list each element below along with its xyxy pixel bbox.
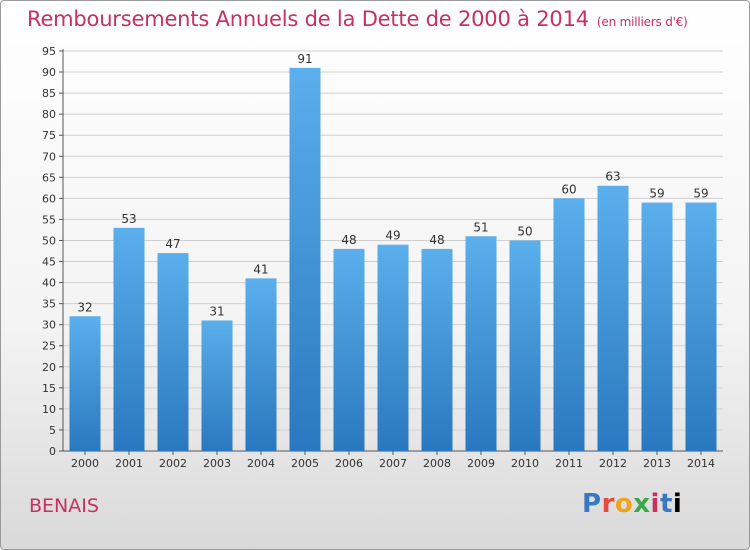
y-tick-label: 55 bbox=[42, 213, 56, 226]
bar bbox=[69, 316, 101, 451]
y-tick-label: 15 bbox=[42, 382, 56, 395]
x-tick-label: 2004 bbox=[247, 457, 275, 470]
y-tick-label: 30 bbox=[42, 319, 56, 332]
x-tick-label: 2005 bbox=[291, 457, 319, 470]
y-tick-label: 5 bbox=[49, 424, 56, 437]
bar bbox=[509, 240, 541, 451]
x-tick-label: 2001 bbox=[115, 457, 143, 470]
bar bbox=[685, 202, 717, 451]
logo-letter: t bbox=[659, 489, 673, 519]
bar-value-label: 63 bbox=[605, 170, 620, 184]
proxiti-logo: Proxiti bbox=[582, 489, 682, 519]
bar bbox=[157, 253, 189, 451]
bar bbox=[113, 227, 145, 451]
y-tick-label: 60 bbox=[42, 192, 56, 205]
x-tick-label: 2013 bbox=[643, 457, 671, 470]
x-tick-label: 2009 bbox=[467, 457, 495, 470]
x-tick-label: 2012 bbox=[599, 457, 627, 470]
chart-unit: (en milliers d'€) bbox=[596, 15, 688, 29]
logo-letter: P bbox=[582, 489, 602, 519]
x-tick-label: 2000 bbox=[71, 457, 99, 470]
commune-name: BENAIS bbox=[29, 495, 99, 517]
bar bbox=[245, 278, 277, 451]
bars: 32 53 47 31 41 91 48 49 48 51 50 60 63 59 59 bbox=[69, 52, 717, 451]
x-tick-label: 2003 bbox=[203, 457, 231, 470]
logo-letter: i bbox=[650, 489, 660, 519]
y-tick-label: 95 bbox=[42, 45, 56, 58]
bar-value-label: 32 bbox=[77, 300, 92, 314]
x-tick-label: 2014 bbox=[687, 457, 715, 470]
bar-value-label: 41 bbox=[253, 262, 268, 276]
bar-value-label: 51 bbox=[473, 220, 488, 234]
bar-value-label: 48 bbox=[429, 233, 444, 247]
bar-value-label: 60 bbox=[561, 182, 576, 196]
y-tick-label: 0 bbox=[49, 445, 56, 458]
y-tick-label: 40 bbox=[42, 277, 56, 290]
bar bbox=[333, 248, 365, 451]
y-tick-label: 65 bbox=[42, 171, 56, 184]
y-tick-label: 10 bbox=[42, 403, 56, 416]
bar-value-label: 47 bbox=[165, 237, 180, 251]
logo-letter: o bbox=[614, 489, 634, 519]
bar bbox=[641, 202, 673, 451]
bar-value-label: 59 bbox=[649, 187, 664, 201]
y-tick-label: 70 bbox=[42, 150, 56, 163]
bar bbox=[289, 67, 321, 451]
logo-letter: i bbox=[672, 489, 683, 519]
bar-value-label: 59 bbox=[693, 187, 708, 201]
bar bbox=[377, 244, 409, 451]
x-tick-label: 2010 bbox=[511, 457, 539, 470]
x-tick-labels: 2000 2001 2002 2003 2004 2005 2006 2007 2008 2009… bbox=[71, 457, 715, 470]
bar bbox=[465, 236, 497, 451]
bar bbox=[201, 320, 233, 451]
y-tick-label: 25 bbox=[42, 340, 56, 353]
bar-value-label: 31 bbox=[209, 304, 224, 318]
chart-title-text: Remboursements Annuels de la Dette de 20… bbox=[27, 7, 589, 31]
x-tick-label: 2002 bbox=[159, 457, 187, 470]
bar-value-label: 49 bbox=[385, 229, 400, 243]
y-tick-label: 35 bbox=[42, 298, 56, 311]
y-tick-label: 75 bbox=[42, 129, 56, 142]
y-tick-label: 50 bbox=[42, 234, 56, 247]
logo-letter: r bbox=[601, 489, 615, 519]
x-tick-label: 2006 bbox=[335, 457, 363, 470]
x-tick-label: 2011 bbox=[555, 457, 583, 470]
bar-value-label: 50 bbox=[517, 224, 532, 238]
y-tick-labels: 0 5 10 15 20 25 30 35 40 45 50 55 60 65 70 75 80 85 90 95 bbox=[42, 45, 56, 458]
bar bbox=[597, 185, 629, 451]
logo-letter: x bbox=[633, 489, 651, 519]
y-tick-label: 45 bbox=[42, 256, 56, 269]
bar-value-label: 53 bbox=[121, 212, 136, 226]
chart-title: Remboursements Annuels de la Dette de 20… bbox=[27, 7, 688, 31]
x-tick-label: 2007 bbox=[379, 457, 407, 470]
bar-value-label: 48 bbox=[341, 233, 356, 247]
y-tick-label: 90 bbox=[42, 66, 56, 79]
x-tick-label: 2008 bbox=[423, 457, 451, 470]
y-tick-label: 80 bbox=[42, 108, 56, 121]
bar bbox=[421, 248, 453, 451]
bar-value-label: 91 bbox=[297, 52, 312, 66]
y-tick-label: 20 bbox=[42, 361, 56, 374]
y-tick-label: 85 bbox=[42, 87, 56, 100]
bar bbox=[553, 198, 585, 451]
